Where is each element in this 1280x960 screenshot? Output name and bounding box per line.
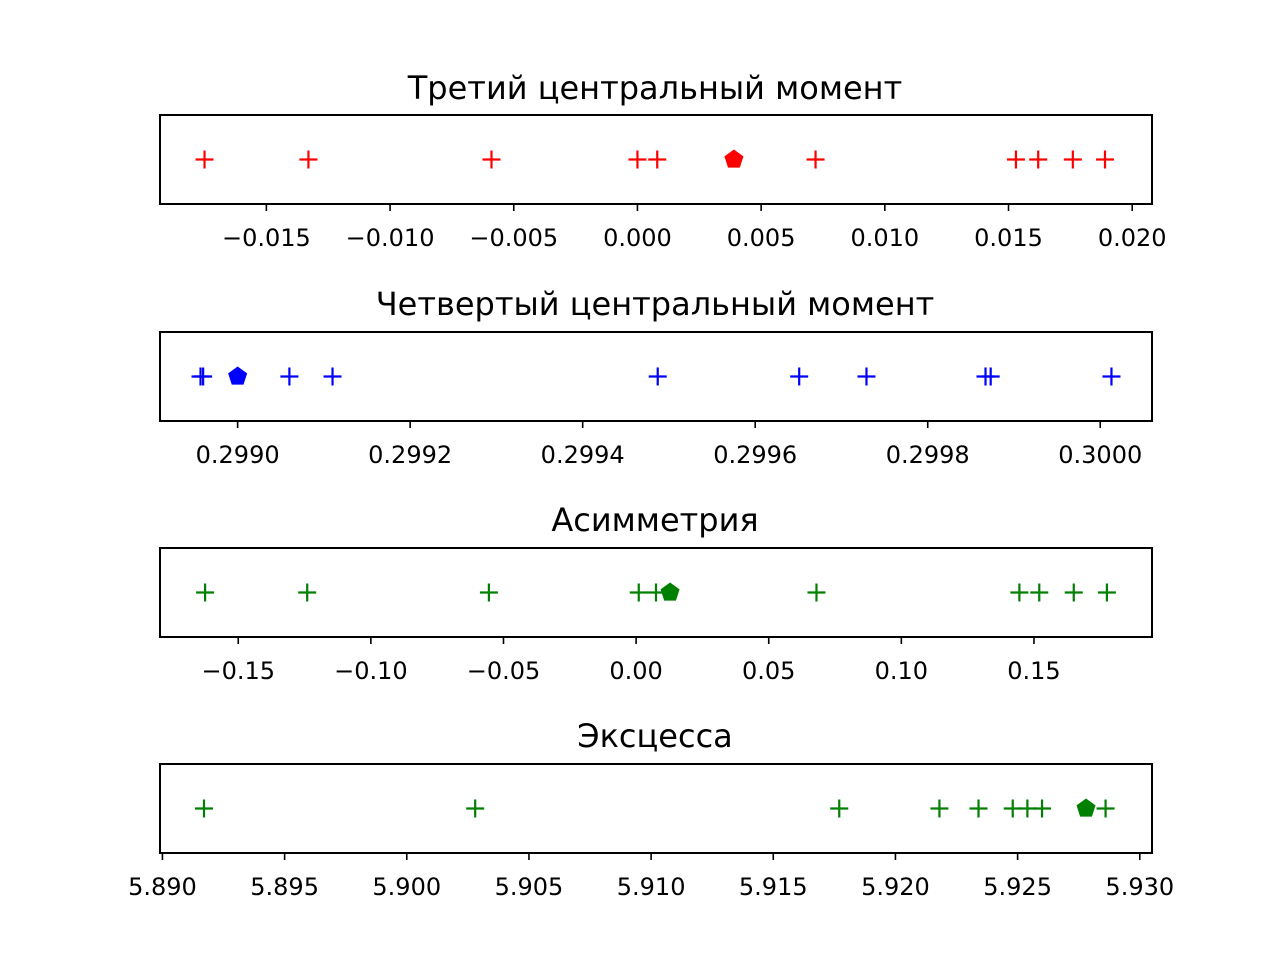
data-point	[1064, 583, 1083, 602]
highlight-point	[1076, 798, 1096, 817]
x-tick-label: 0.2996	[713, 441, 797, 469]
data-point	[930, 799, 949, 818]
data-point	[479, 583, 498, 602]
x-tick-label: 0.015	[974, 224, 1043, 252]
data-point	[195, 150, 214, 169]
data-marks	[195, 149, 1114, 169]
data-point	[1033, 799, 1052, 818]
x-tick-label: 0.3000	[1058, 441, 1142, 469]
data-point	[969, 799, 988, 818]
x-tick-label: −0.05	[467, 657, 541, 685]
x-tick-label: 0.000	[603, 224, 672, 252]
data-point	[806, 150, 825, 169]
subplot-third-moment: Третий центральный момент −0.015 −0.010 −0…	[159, 69, 1167, 252]
x-tick-label: −0.015	[222, 224, 311, 252]
data-marks	[191, 366, 1121, 386]
data-point	[1030, 583, 1049, 602]
data-point	[981, 367, 1000, 386]
x-tick-label: 5.930	[1105, 873, 1174, 901]
x-tick-label: 0.010	[850, 224, 919, 252]
x-tick-label: 5.890	[128, 873, 197, 901]
highlight-point	[660, 582, 680, 601]
data-point	[629, 583, 648, 602]
data-point	[194, 367, 213, 386]
data-point	[1097, 583, 1116, 602]
data-point	[648, 150, 667, 169]
data-point	[1006, 150, 1025, 169]
x-tick-label: 0.15	[1007, 657, 1060, 685]
x-tick-label: −0.005	[469, 224, 558, 252]
data-point	[196, 583, 215, 602]
x-tick-label: 5.895	[250, 873, 319, 901]
x-tick-label: 5.920	[861, 873, 930, 901]
subplot-title: Асимметрия	[551, 501, 758, 539]
x-axis: 0.2990 0.2992 0.2994 0.2996 0.2998 0.3000	[196, 421, 1142, 469]
data-marks	[194, 798, 1115, 818]
subplot-skewness: Асимметрия −0.15 −0.10 −0.05 0.00 0.05 0.10 0.…	[159, 501, 1153, 685]
data-marks	[196, 582, 1116, 602]
x-tick-label: 5.910	[617, 873, 686, 901]
x-tick-label: 0.2990	[196, 441, 280, 469]
x-tick-label: 0.2992	[368, 441, 452, 469]
data-point	[466, 799, 485, 818]
data-point	[1063, 150, 1082, 169]
x-tick-label: 0.020	[1098, 224, 1167, 252]
highlight-point	[724, 149, 744, 168]
data-point	[790, 367, 809, 386]
data-point	[194, 799, 213, 818]
data-point	[1096, 150, 1114, 169]
data-point	[830, 799, 849, 818]
data-point	[1010, 583, 1029, 602]
data-point	[857, 367, 876, 386]
x-tick-label: −0.10	[334, 657, 408, 685]
subplot-fourth-moment: Четвертый центральный момент 0.2990 0.299…	[159, 285, 1153, 469]
x-tick-label: 0.00	[609, 657, 662, 685]
x-tick-label: −0.010	[346, 224, 435, 252]
data-point	[1102, 367, 1121, 386]
subplot-title: Четвертый центральный момент	[376, 285, 935, 323]
data-point	[628, 150, 647, 169]
data-point	[648, 367, 667, 386]
x-tick-label: 5.915	[739, 873, 808, 901]
x-tick-label: −0.15	[201, 657, 275, 685]
subplot-title: Эксцесса	[577, 717, 733, 755]
axes-frame	[159, 114, 1153, 205]
x-tick-label: 5.905	[495, 873, 564, 901]
data-point	[807, 583, 826, 602]
data-point	[1029, 150, 1048, 169]
data-point	[299, 150, 318, 169]
data-point	[280, 367, 299, 386]
x-tick-label: 0.2998	[886, 441, 970, 469]
subplot-kurtosis: Эксцесса 5.890 5.895 5.900 5.905 5.910 5.915 5…	[128, 717, 1174, 901]
x-axis: −0.015 −0.010 −0.005 0.000 0.005 0.010 0.015 0.…	[222, 204, 1167, 252]
x-tick-label: 5.900	[372, 873, 441, 901]
axes-frame	[159, 763, 1153, 854]
x-tick-label: 0.10	[875, 657, 928, 685]
x-tick-label: 0.2994	[541, 441, 625, 469]
highlight-point	[228, 366, 248, 385]
x-tick-label: 5.925	[983, 873, 1052, 901]
x-tick-label: 0.005	[727, 224, 796, 252]
data-point	[482, 150, 501, 169]
x-tick-label: 0.05	[742, 657, 795, 685]
data-point	[323, 367, 342, 386]
subplot-title: Третий центральный момент	[407, 69, 902, 107]
data-point	[1096, 799, 1115, 818]
data-point	[298, 583, 317, 602]
x-axis: −0.15 −0.10 −0.05 0.00 0.05 0.10 0.15	[201, 637, 1061, 685]
x-axis: 5.890 5.895 5.900 5.905 5.910 5.915 5.920 5.925…	[128, 853, 1174, 901]
